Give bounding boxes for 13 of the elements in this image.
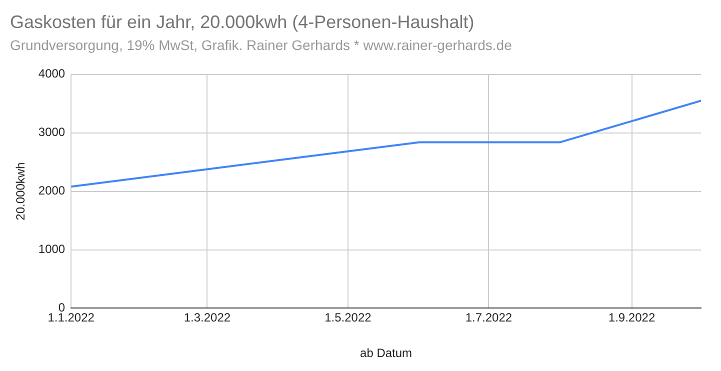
y-tick-label: 3000 [38, 125, 66, 140]
y-tick-label: 2000 [38, 184, 66, 198]
y-tick-label: 1000 [38, 242, 66, 256]
y-axis-title: 20.000kwh [14, 162, 28, 220]
x-axis-title: ab Datum [360, 346, 412, 360]
chart-title: Gaskosten für ein Jahr, 20.000kwh (4-Personen-Haushalt) [10, 12, 474, 32]
x-tick-label: 1.1.2022 [48, 310, 95, 325]
x-tick-label: 1.7.2022 [465, 310, 512, 325]
x-tick-label: 1.3.2022 [184, 310, 231, 325]
x-tick-label: 1.9.2022 [608, 310, 656, 325]
x-tick-label: 1.5.2022 [324, 310, 372, 325]
chart-subtitle: Grundversorgung, 19% MwSt, Grafik. Rainer Gerhards * www.rainer-gerhards.de [10, 36, 512, 53]
y-tick-label: 4000 [38, 66, 66, 81]
